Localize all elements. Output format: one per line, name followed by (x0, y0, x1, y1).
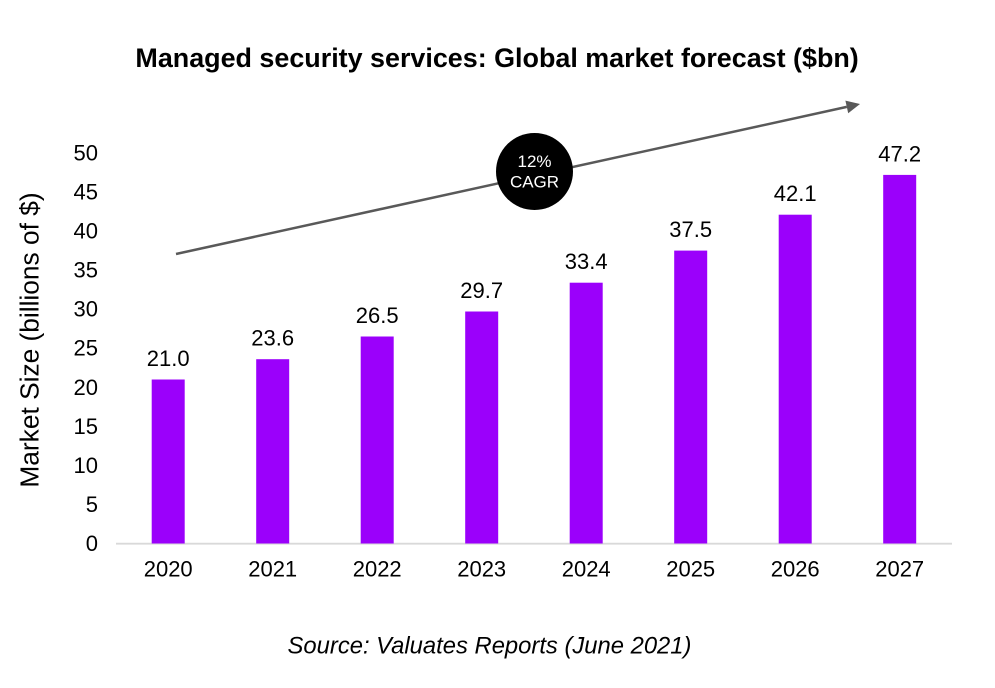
svg-text:Market Size (billions of $): Market Size (billions of $) (15, 192, 45, 487)
svg-text:40: 40 (74, 219, 98, 244)
svg-text:45: 45 (74, 179, 98, 204)
svg-text:2023: 2023 (457, 556, 506, 581)
svg-text:50: 50 (74, 140, 98, 165)
svg-text:10: 10 (74, 453, 98, 478)
svg-text:2026: 2026 (771, 556, 820, 581)
svg-text:35: 35 (74, 258, 98, 283)
svg-text:23.6: 23.6 (251, 326, 294, 351)
svg-text:20: 20 (74, 375, 98, 400)
svg-text:37.5: 37.5 (669, 217, 712, 242)
svg-text:2027: 2027 (875, 556, 924, 581)
svg-text:2022: 2022 (353, 556, 402, 581)
svg-text:Source: Valuates Reports (June: Source: Valuates Reports (June 2021) (288, 633, 692, 660)
svg-text:2024: 2024 (562, 556, 611, 581)
svg-text:Managed security services: Glo: Managed security services: Global market… (135, 43, 858, 73)
svg-text:30: 30 (74, 297, 98, 322)
svg-text:25: 25 (74, 336, 98, 361)
svg-text:47.2: 47.2 (878, 141, 921, 166)
svg-text:2020: 2020 (144, 556, 193, 581)
svg-text:5: 5 (86, 492, 98, 517)
svg-text:CAGR: CAGR (510, 173, 559, 192)
svg-text:21.0: 21.0 (147, 346, 190, 371)
svg-text:15: 15 (74, 414, 98, 439)
svg-text:2025: 2025 (666, 556, 715, 581)
svg-text:12%: 12% (517, 152, 551, 171)
svg-text:2021: 2021 (248, 556, 297, 581)
svg-text:42.1: 42.1 (774, 181, 817, 206)
svg-text:0: 0 (86, 531, 98, 556)
svg-text:29.7: 29.7 (460, 278, 503, 303)
svg-text:26.5: 26.5 (356, 303, 399, 328)
svg-text:33.4: 33.4 (565, 249, 608, 274)
